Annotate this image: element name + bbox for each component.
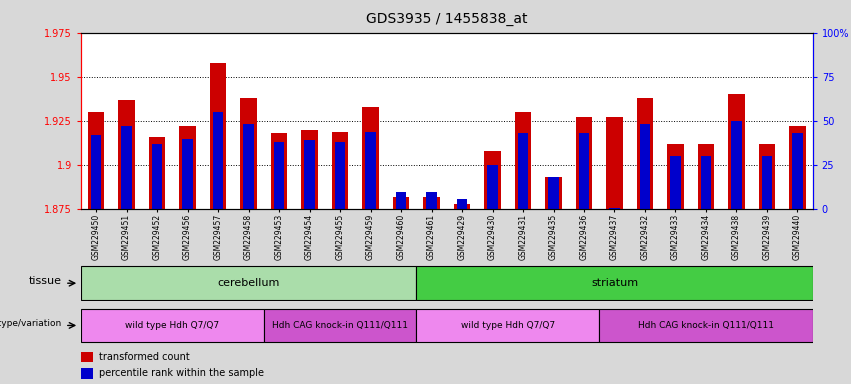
Bar [396, 192, 407, 209]
Bar [264, 309, 416, 342]
Bar [81, 266, 416, 300]
Bar [484, 151, 501, 209]
Text: Hdh CAG knock-in Q111/Q111: Hdh CAG knock-in Q111/Q111 [638, 321, 774, 330]
Bar [392, 197, 409, 209]
Bar [515, 112, 531, 209]
Text: percentile rank within the sample: percentile rank within the sample [99, 368, 264, 378]
Bar [243, 124, 254, 209]
Text: Hdh CAG knock-in Q111/Q111: Hdh CAG knock-in Q111/Q111 [272, 321, 408, 330]
Bar [416, 266, 813, 300]
Text: GDS3935 / 1455838_at: GDS3935 / 1455838_at [366, 12, 528, 25]
Bar [91, 135, 101, 209]
Bar [213, 112, 224, 209]
Bar [640, 124, 650, 209]
Bar [88, 112, 105, 209]
Bar [274, 142, 284, 209]
Bar [271, 133, 288, 209]
Text: wild type Hdh Q7/Q7: wild type Hdh Q7/Q7 [125, 321, 220, 330]
Text: tissue: tissue [29, 276, 62, 286]
Bar [332, 132, 348, 209]
Bar [789, 126, 806, 209]
Bar [667, 144, 684, 209]
Bar [209, 63, 226, 209]
Bar [149, 137, 165, 209]
Bar [758, 144, 775, 209]
Bar [363, 107, 379, 209]
Bar [579, 133, 590, 209]
Bar [698, 144, 714, 209]
Bar [304, 141, 315, 209]
Bar [151, 144, 163, 209]
Bar [81, 352, 93, 362]
Bar [545, 177, 562, 209]
Bar [548, 177, 559, 209]
Bar [118, 100, 135, 209]
Bar [609, 207, 620, 209]
Bar [792, 133, 802, 209]
Bar [81, 309, 264, 342]
Bar [81, 368, 93, 379]
Text: cerebellum: cerebellum [217, 278, 280, 288]
Bar [182, 139, 193, 209]
Bar [762, 156, 773, 209]
Bar [487, 165, 498, 209]
Bar [423, 197, 440, 209]
Bar [606, 118, 623, 209]
Bar [728, 94, 745, 209]
Bar [426, 192, 437, 209]
Text: transformed count: transformed count [99, 352, 190, 362]
Bar [454, 204, 471, 209]
Bar [240, 98, 257, 209]
Bar [637, 98, 654, 209]
Bar [301, 130, 318, 209]
Text: genotype/variation: genotype/variation [0, 319, 62, 328]
Bar [700, 156, 711, 209]
Bar [575, 118, 592, 209]
Bar [365, 132, 376, 209]
Bar [334, 142, 346, 209]
Bar [670, 156, 681, 209]
Bar [121, 126, 132, 209]
Bar [731, 121, 742, 209]
Text: wild type Hdh Q7/Q7: wild type Hdh Q7/Q7 [460, 321, 555, 330]
Text: striatum: striatum [591, 278, 638, 288]
Bar [457, 199, 467, 209]
Bar [180, 126, 196, 209]
Bar [416, 309, 599, 342]
Bar [599, 309, 813, 342]
Bar [517, 133, 528, 209]
